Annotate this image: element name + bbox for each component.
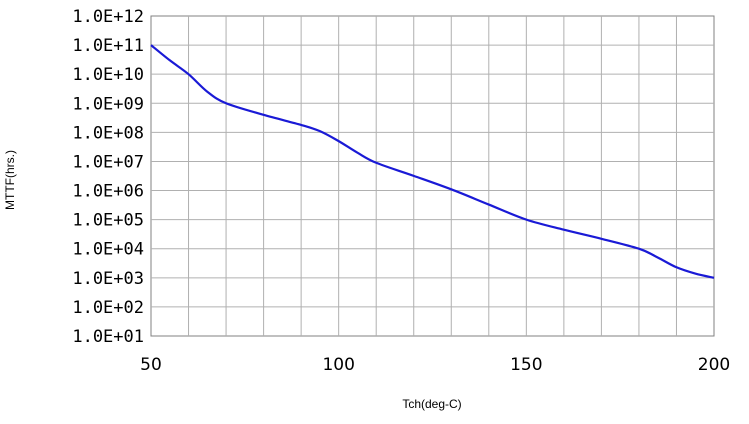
y-tick-label: 1.0E+09 — [72, 94, 144, 114]
y-axis-label: MTTF(hrs.) — [3, 150, 17, 210]
tick-labels: 1.0E+01 1.0E+02 1.0E+03 1.0E+04 1.0E+05 1.0E+… — [72, 7, 730, 375]
y-tick-label: 1.0E+07 — [72, 152, 144, 172]
y-tick-label: 1.0E+08 — [72, 123, 144, 143]
y-tick-label: 1.0E+05 — [72, 211, 144, 231]
x-axis-label: Tch(deg-C) — [402, 397, 461, 411]
series-line — [150, 44, 715, 279]
y-tick-label: 1.0E+01 — [72, 327, 144, 347]
y-tick-label: 1.0E+12 — [72, 7, 144, 27]
grid-lines — [151, 16, 714, 336]
y-tick-label: 1.0E+04 — [72, 240, 144, 260]
y-tick-label: 1.0E+10 — [72, 65, 144, 85]
y-tick-label: 1.0E+02 — [72, 298, 144, 318]
y-tick-label: 1.0E+06 — [72, 182, 144, 202]
y-tick-label: 1.0E+11 — [72, 36, 144, 56]
series-layer — [150, 44, 715, 279]
x-tick-label: 50 — [140, 355, 162, 375]
x-tick-label: 100 — [322, 355, 354, 375]
x-tick-label: 200 — [698, 355, 730, 375]
x-tick-label: 150 — [510, 355, 542, 375]
y-tick-label: 1.0E+03 — [72, 269, 144, 289]
plot-area — [150, 15, 715, 337]
